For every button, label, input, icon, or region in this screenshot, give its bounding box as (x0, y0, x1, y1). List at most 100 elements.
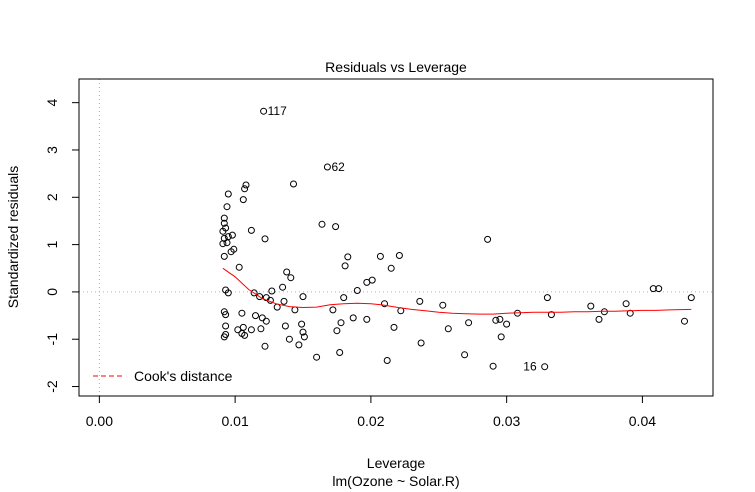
data-point (247, 226, 255, 234)
data-point (252, 312, 259, 320)
data-point (439, 301, 447, 309)
y-tick-label: 3 (44, 146, 60, 154)
data-point (444, 325, 452, 333)
x-axis-label: Leverage (367, 455, 426, 471)
data-point (336, 349, 344, 356)
data-point (416, 297, 424, 305)
data-point (287, 274, 295, 282)
data-point (587, 302, 595, 310)
x-tick-label: 0.01 (221, 413, 248, 429)
y-tick-label: 0 (44, 288, 60, 296)
data-point (241, 331, 249, 339)
data-point (291, 306, 299, 314)
x-tick-label: 0.00 (86, 413, 113, 429)
data-point (262, 317, 270, 325)
data-point (323, 163, 331, 171)
data-point (298, 320, 306, 328)
data-point (363, 278, 371, 286)
y-tick-label: 1 (44, 240, 60, 248)
data-point (344, 253, 352, 261)
data-point (290, 180, 297, 188)
data-point (376, 252, 384, 260)
data-point (222, 322, 230, 330)
data-point (247, 326, 255, 334)
y-tick-label: -1 (44, 333, 60, 346)
data-point (250, 289, 258, 297)
data-point (223, 203, 231, 211)
point-annotation: 62 (331, 160, 345, 174)
data-point (242, 181, 250, 189)
chart-title: Residuals vs Leverage (325, 59, 467, 75)
point-annotation: 16 (523, 360, 537, 374)
y-tick-label: 2 (44, 193, 60, 201)
data-point (261, 235, 269, 243)
data-point (285, 335, 293, 343)
y-tick-label: -2 (44, 380, 60, 393)
data-point (224, 190, 232, 198)
data-point (300, 333, 308, 341)
data-point (220, 214, 228, 222)
data-point (220, 333, 228, 341)
data-point (318, 220, 326, 228)
data-point (492, 316, 500, 324)
data-point (541, 363, 549, 371)
data-point (465, 319, 473, 327)
data-point (461, 351, 469, 359)
data-point (329, 306, 337, 314)
data-point (497, 333, 505, 341)
data-point (397, 307, 405, 315)
data-point (383, 357, 391, 364)
data-point (363, 315, 371, 323)
smooth-line (222, 267, 692, 315)
data-point (220, 252, 228, 260)
data-point (595, 315, 603, 323)
data-point (395, 252, 403, 259)
data-point (273, 303, 281, 311)
y-axis-label: Standardized residuals (5, 166, 21, 308)
y-axis: -2 -1 0 1 2 3 4 (44, 99, 80, 393)
x-tick-label: 0.04 (629, 413, 656, 429)
data-point (681, 317, 688, 325)
data-point (622, 300, 630, 308)
data-point (279, 283, 287, 291)
data-point (257, 325, 265, 333)
data-point (489, 362, 497, 370)
legend-label-cooks-distance: Cook's distance (134, 368, 233, 384)
data-point (484, 235, 492, 243)
data-point (387, 264, 395, 272)
data-point (268, 287, 276, 295)
data-point (503, 320, 511, 328)
data-point (220, 219, 228, 227)
data-point (281, 322, 289, 330)
data-point (649, 285, 657, 293)
data-point (626, 309, 634, 317)
x-axis-sublabel: lm(Ozone ~ Solar.R) (332, 473, 459, 489)
data-point (333, 327, 341, 335)
data-point (219, 227, 227, 235)
data-point (238, 309, 246, 317)
data-point (337, 319, 345, 327)
data-point (295, 341, 303, 349)
data-point (353, 287, 361, 294)
plot-frame (78, 78, 714, 397)
data-point (543, 294, 551, 302)
data-point (313, 353, 321, 361)
data-point (227, 248, 235, 256)
data-point (332, 223, 340, 231)
data-point (234, 326, 242, 334)
data-point (224, 289, 232, 297)
data-point (239, 196, 247, 204)
data-point (655, 285, 663, 293)
data-point (258, 314, 266, 322)
legend: Cook's distance (93, 368, 233, 384)
data-point (261, 342, 269, 350)
plot-area: 117 62 16 (79, 79, 713, 396)
data-point (349, 314, 357, 322)
data-point (241, 185, 249, 193)
point-annotation: 117 (268, 104, 287, 118)
data-point (283, 268, 291, 276)
data-point (299, 293, 307, 301)
x-tick-label: 0.02 (357, 413, 384, 429)
data-point (219, 240, 227, 248)
data-point (340, 294, 348, 302)
